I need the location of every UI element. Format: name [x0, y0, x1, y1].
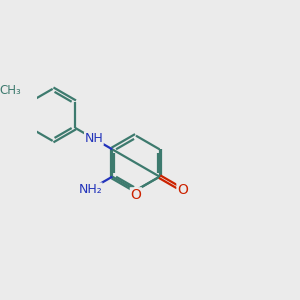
Text: O: O: [177, 183, 188, 197]
Text: NH₂: NH₂: [78, 183, 102, 196]
Text: O: O: [130, 188, 141, 202]
Text: NH: NH: [85, 132, 103, 145]
Text: CH₃: CH₃: [0, 84, 21, 97]
